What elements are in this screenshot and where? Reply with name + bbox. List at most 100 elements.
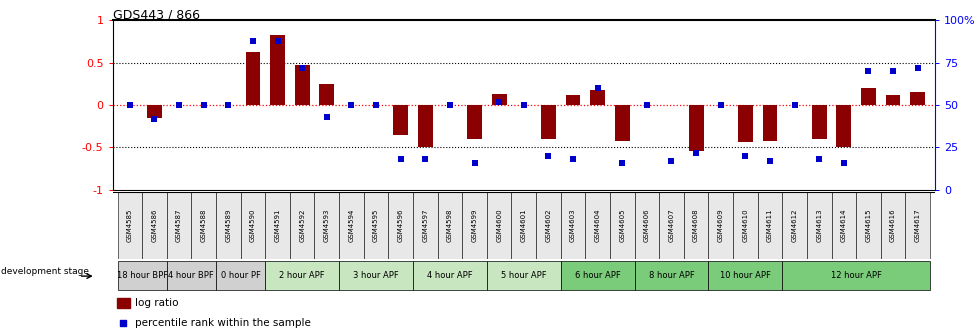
Text: GSM4602: GSM4602 xyxy=(545,208,551,242)
FancyBboxPatch shape xyxy=(733,192,757,259)
Text: GSM4608: GSM4608 xyxy=(692,208,698,242)
FancyBboxPatch shape xyxy=(708,192,733,259)
Text: GSM4591: GSM4591 xyxy=(274,208,281,242)
Point xyxy=(392,157,408,162)
Text: log ratio: log ratio xyxy=(134,298,178,308)
Point xyxy=(909,65,924,70)
Bar xyxy=(689,105,703,151)
Point xyxy=(564,157,580,162)
Point xyxy=(786,102,802,108)
Bar xyxy=(245,52,260,105)
Text: GSM4615: GSM4615 xyxy=(865,208,870,242)
Point xyxy=(244,38,260,43)
Text: GSM4614: GSM4614 xyxy=(840,208,846,242)
Text: GSM4604: GSM4604 xyxy=(594,208,600,242)
FancyBboxPatch shape xyxy=(314,192,338,259)
FancyBboxPatch shape xyxy=(856,192,880,259)
Text: GSM4595: GSM4595 xyxy=(373,208,378,242)
Text: GSM4586: GSM4586 xyxy=(152,208,157,242)
Bar xyxy=(762,105,777,141)
Bar xyxy=(811,105,825,139)
Text: GSM4612: GSM4612 xyxy=(791,208,797,242)
Text: 2 hour APF: 2 hour APF xyxy=(279,271,325,280)
FancyBboxPatch shape xyxy=(388,192,413,259)
FancyBboxPatch shape xyxy=(117,261,166,290)
FancyBboxPatch shape xyxy=(413,261,486,290)
Bar xyxy=(491,94,506,105)
FancyBboxPatch shape xyxy=(560,192,585,259)
Text: GSM4601: GSM4601 xyxy=(520,208,526,242)
Text: GSM4610: GSM4610 xyxy=(741,208,747,242)
FancyBboxPatch shape xyxy=(634,261,708,290)
FancyBboxPatch shape xyxy=(265,261,338,290)
Text: GSM4588: GSM4588 xyxy=(200,208,206,242)
FancyBboxPatch shape xyxy=(462,192,486,259)
Bar xyxy=(910,92,924,105)
Text: GSM4606: GSM4606 xyxy=(644,208,649,242)
FancyBboxPatch shape xyxy=(117,192,142,259)
Point xyxy=(196,102,211,108)
FancyBboxPatch shape xyxy=(905,192,929,259)
FancyBboxPatch shape xyxy=(142,192,166,259)
Point xyxy=(147,116,162,121)
Text: 0 hour PF: 0 hour PF xyxy=(220,271,260,280)
Bar xyxy=(319,84,333,105)
Text: GSM4592: GSM4592 xyxy=(299,208,305,242)
Point xyxy=(319,114,334,120)
Text: 10 hour APF: 10 hour APF xyxy=(719,271,770,280)
Point xyxy=(835,160,851,165)
FancyBboxPatch shape xyxy=(338,192,364,259)
Bar xyxy=(294,65,309,105)
Point xyxy=(294,65,310,70)
Bar xyxy=(835,105,850,148)
Text: 8 hour APF: 8 hour APF xyxy=(648,271,693,280)
Point xyxy=(589,85,604,91)
Text: GSM4593: GSM4593 xyxy=(324,208,330,242)
FancyBboxPatch shape xyxy=(191,192,216,259)
Bar xyxy=(147,105,161,118)
FancyBboxPatch shape xyxy=(781,192,806,259)
FancyBboxPatch shape xyxy=(806,192,830,259)
Point xyxy=(270,38,286,43)
Text: 4 hour APF: 4 hour APF xyxy=(426,271,472,280)
FancyBboxPatch shape xyxy=(781,261,929,290)
Bar xyxy=(614,105,629,141)
Text: GDS443 / 866: GDS443 / 866 xyxy=(112,8,200,22)
FancyBboxPatch shape xyxy=(536,192,560,259)
Bar xyxy=(270,35,285,105)
FancyBboxPatch shape xyxy=(880,192,905,259)
Point xyxy=(122,102,138,108)
Bar xyxy=(590,90,604,105)
FancyBboxPatch shape xyxy=(708,261,781,290)
Point xyxy=(540,153,556,159)
Text: GSM4613: GSM4613 xyxy=(816,208,822,242)
Text: GSM4596: GSM4596 xyxy=(397,208,403,242)
FancyBboxPatch shape xyxy=(364,192,388,259)
Text: GSM4616: GSM4616 xyxy=(889,208,895,242)
Text: GSM4597: GSM4597 xyxy=(422,208,427,242)
Point xyxy=(220,102,236,108)
FancyBboxPatch shape xyxy=(216,192,241,259)
Bar xyxy=(393,105,408,135)
Bar xyxy=(737,105,752,142)
Point xyxy=(467,160,482,165)
FancyBboxPatch shape xyxy=(166,192,191,259)
Text: GSM4600: GSM4600 xyxy=(496,208,502,242)
FancyBboxPatch shape xyxy=(437,192,462,259)
Text: GSM4598: GSM4598 xyxy=(446,208,453,242)
FancyBboxPatch shape xyxy=(289,192,314,259)
FancyBboxPatch shape xyxy=(486,192,511,259)
Point xyxy=(736,153,752,159)
Point xyxy=(491,99,507,104)
FancyBboxPatch shape xyxy=(216,261,265,290)
Text: 3 hour APF: 3 hour APF xyxy=(353,271,398,280)
Point xyxy=(614,160,630,165)
Text: GSM4585: GSM4585 xyxy=(127,208,133,242)
Point xyxy=(515,102,531,108)
Bar xyxy=(861,88,875,105)
Point xyxy=(368,102,383,108)
Point xyxy=(811,157,826,162)
Text: GSM4589: GSM4589 xyxy=(225,208,231,242)
Point xyxy=(171,102,187,108)
Text: GSM4609: GSM4609 xyxy=(717,208,723,242)
